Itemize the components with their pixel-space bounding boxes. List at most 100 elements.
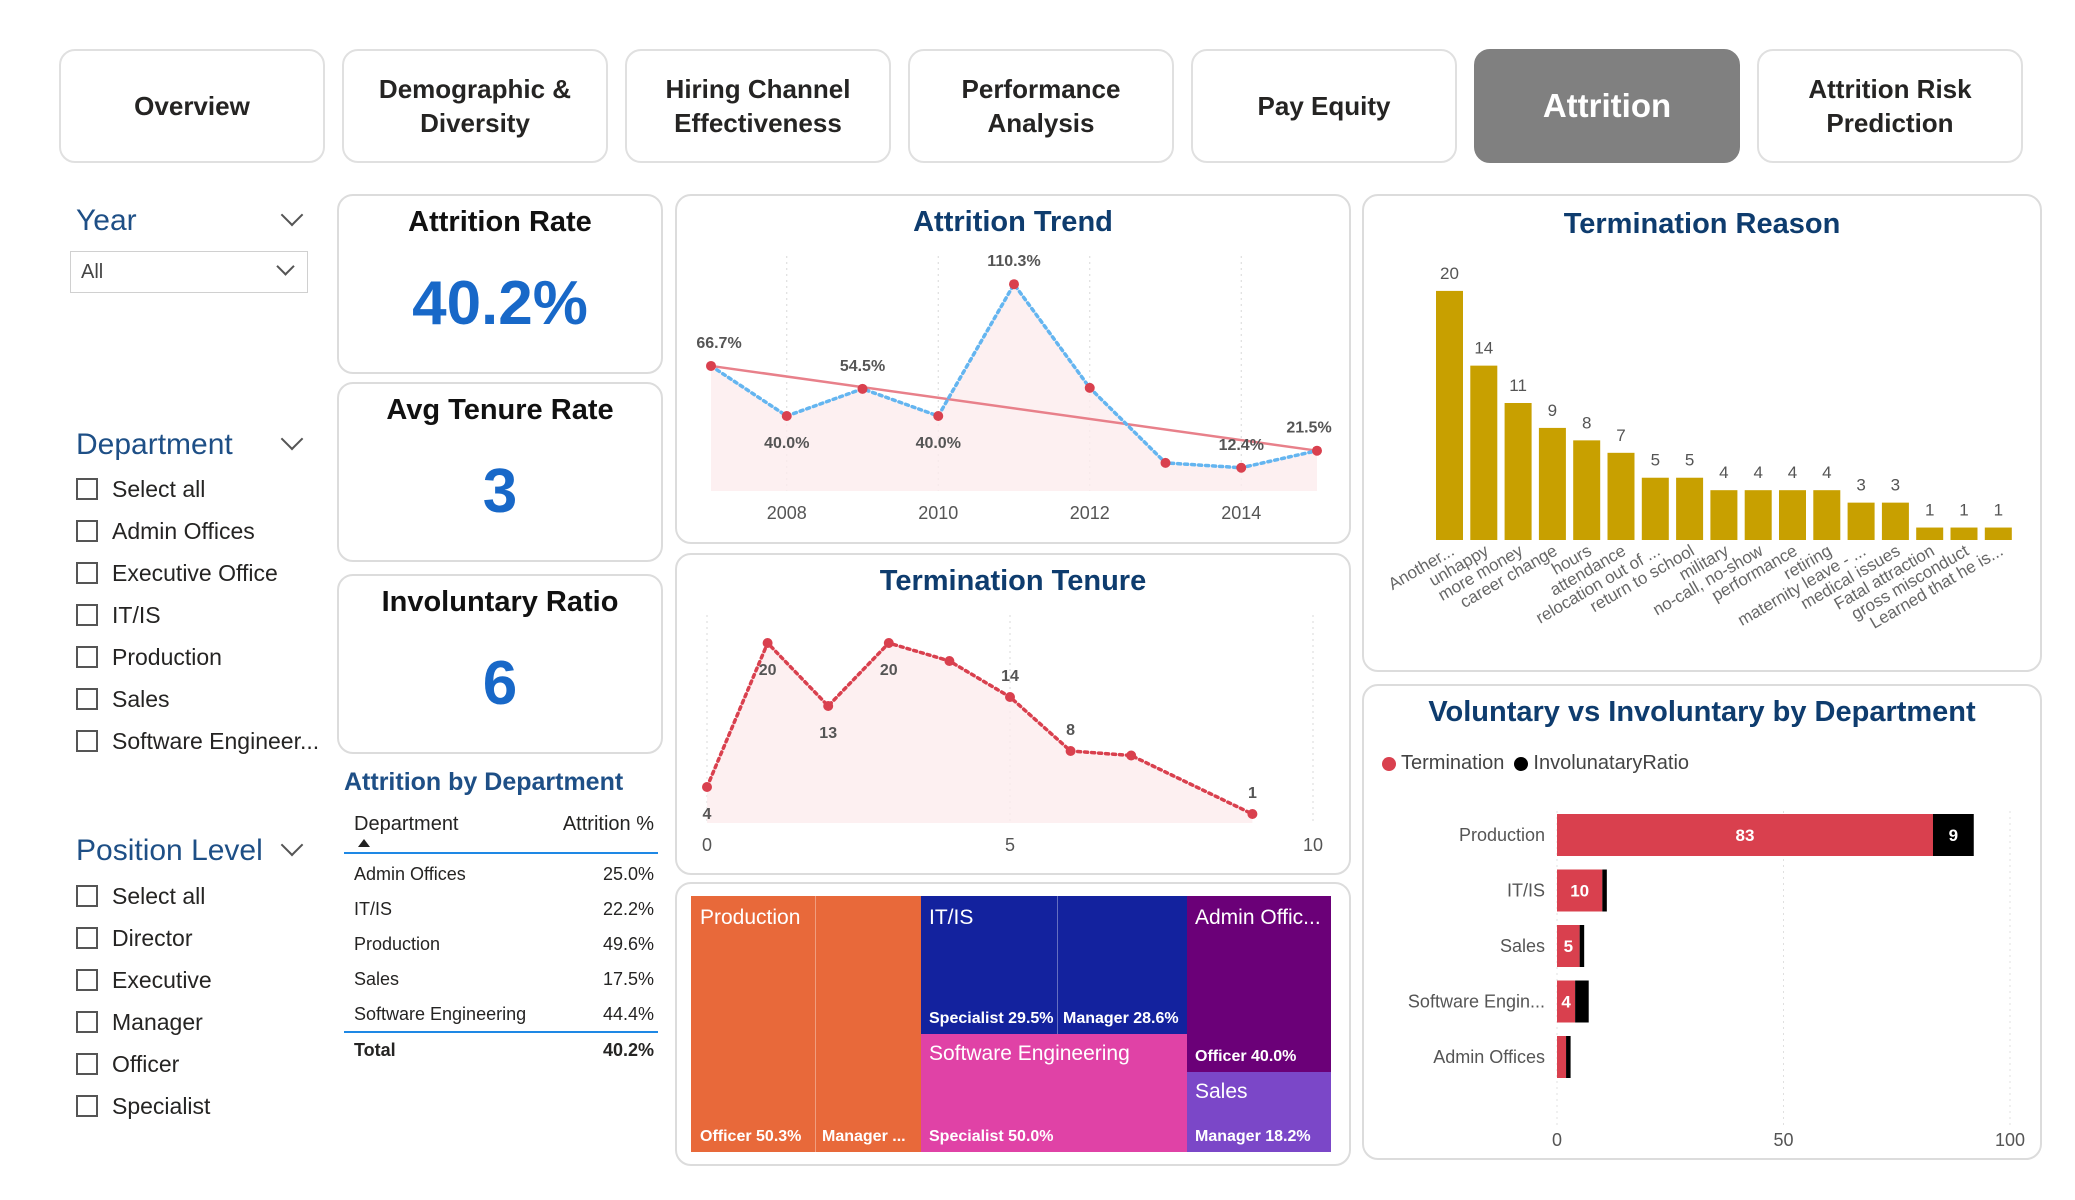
data-label: 21.5% [1286, 420, 1331, 437]
dept-option-label: Software Engineer... [112, 727, 320, 754]
table-cell-attrition: 49.6% [602, 934, 654, 954]
checkbox[interactable] [76, 885, 98, 907]
treemap-divider [1057, 896, 1058, 1034]
tab-attrition[interactable]: Attrition [1474, 49, 1740, 163]
tab-hiring-channel[interactable]: Hiring Channel Effectiveness [625, 49, 891, 163]
data-label: 9 [1548, 401, 1557, 420]
trend-line [710, 364, 1318, 452]
checkbox[interactable] [76, 478, 98, 500]
dept-option[interactable]: Admin Offices [76, 513, 255, 549]
treemap-sales[interactable]: Sales Manager 18.2% [1187, 1072, 1331, 1152]
year-dropdown[interactable]: All [70, 251, 308, 293]
data-point [1005, 692, 1015, 702]
data-label: 1 [1248, 785, 1257, 802]
tab-performance-analysis[interactable]: Performance Analysis [908, 49, 1174, 163]
position-option[interactable]: Executive [76, 962, 212, 998]
data-label: 9 [1949, 826, 1958, 845]
termination-tenure-chart: 0 5 10 4 20 13 20 14 8 1 [702, 615, 1323, 855]
bar [1950, 527, 1978, 540]
data-label: 4 [1561, 993, 1571, 1012]
data-label: 20 [1440, 264, 1459, 283]
checkbox[interactable] [76, 604, 98, 626]
chevron-down-icon[interactable] [280, 203, 304, 227]
checkbox[interactable] [76, 1011, 98, 1033]
treemap-production[interactable]: Production Officer 50.3% Manager ... [691, 896, 921, 1152]
kpi-title: Attrition Rate [408, 206, 592, 238]
dept-option[interactable]: IT/IS [76, 597, 161, 633]
bar [1573, 440, 1601, 540]
checkbox[interactable] [76, 562, 98, 584]
bar [1710, 490, 1738, 540]
position-option[interactable]: Select all [76, 878, 205, 914]
termination-tenure-card: Termination Tenure 0 5 10 4 20 13 20 14 8 1 [675, 553, 1351, 875]
position-option[interactable]: Specialist [76, 1088, 210, 1124]
area-fill [711, 284, 1317, 491]
table-cell-attrition: 44.4% [602, 1004, 654, 1024]
position-option-label: Director [112, 924, 193, 951]
checkbox[interactable] [76, 646, 98, 668]
x-tick-label: 2010 [918, 503, 958, 523]
kpi-value: 3 [482, 457, 518, 526]
data-label: 83 [1736, 826, 1755, 845]
checkbox[interactable] [76, 688, 98, 710]
dept-option-label: Production [112, 643, 222, 670]
table-cell-department: Software Engineering [354, 1004, 527, 1024]
data-label: 40.0% [916, 435, 961, 452]
checkbox[interactable] [76, 927, 98, 949]
treemap-item-label: Officer 50.3% [700, 1128, 802, 1145]
bar [1504, 403, 1532, 540]
dept-option[interactable]: Software Engineer... [76, 723, 319, 759]
dept-option[interactable]: Sales [76, 681, 170, 717]
bar-involuntary [1579, 925, 1585, 967]
y-tick-label: Production [1459, 825, 1545, 845]
data-point [702, 782, 712, 792]
dept-option[interactable]: Production [76, 639, 222, 675]
year-dropdown-value: All [81, 260, 104, 283]
bar [1984, 527, 2012, 540]
checkbox[interactable] [76, 520, 98, 542]
treemap-it-is[interactable]: IT/IS Specialist 29.5% Manager 28.6% [921, 896, 1187, 1034]
dept-option[interactable]: Executive Office [76, 555, 278, 591]
checkbox[interactable] [76, 730, 98, 752]
checkbox[interactable] [76, 1095, 98, 1117]
position-option-label: Specialist [112, 1092, 211, 1119]
tab-overview[interactable]: Overview [59, 49, 325, 163]
treemap-admin-offices[interactable]: Admin Offic... Officer 40.0% [1187, 896, 1331, 1072]
chevron-down-icon [276, 257, 295, 276]
chevron-down-icon[interactable] [280, 427, 304, 451]
termination-reason-card: Termination Reason 20 Another... 14 unhappy… [1362, 194, 2042, 672]
position-option[interactable]: Officer [76, 1046, 179, 1082]
chevron-down-icon[interactable] [280, 833, 304, 857]
data-point [1312, 445, 1322, 456]
column-header-attrition[interactable]: Attrition % [562, 813, 654, 835]
position-option[interactable]: Manager [76, 1004, 203, 1040]
data-label: 4 [1788, 463, 1797, 482]
tab-demographic-diversity[interactable]: Demographic & Diversity [342, 49, 608, 163]
bar [1847, 502, 1875, 540]
checkbox[interactable] [76, 969, 98, 991]
data-point [883, 638, 894, 648]
treemap-group-label: Admin Offic... [1195, 906, 1321, 929]
data-label: 20 [759, 662, 777, 679]
data-label: 4 [703, 806, 712, 823]
column-header-department[interactable]: Department [354, 813, 459, 835]
data-label: 20 [880, 662, 898, 679]
bar-termination [1557, 1036, 1567, 1078]
tab-attrition-risk[interactable]: Attrition Risk Prediction [1757, 49, 2023, 163]
dept-option[interactable]: Select all [76, 471, 205, 507]
data-point [1084, 382, 1095, 393]
x-tick-label: 2014 [1221, 503, 1261, 523]
checkbox[interactable] [76, 1053, 98, 1075]
table-cell-attrition: 25.0% [602, 864, 654, 884]
position-option[interactable]: Director [76, 920, 193, 956]
treemap-item-label: Officer 40.0% [1195, 1048, 1297, 1065]
legend-dot-termination [1382, 756, 1396, 771]
treemap-software-engineering[interactable]: Software Engineering Specialist 50.0% [921, 1034, 1187, 1152]
bar [1813, 490, 1841, 540]
tab-pay-equity[interactable]: Pay Equity [1191, 49, 1457, 163]
bar-termination [1557, 814, 1933, 856]
table-cell-department: Production [354, 934, 441, 954]
bar-involuntary [1602, 869, 1607, 912]
data-point [1126, 750, 1137, 761]
